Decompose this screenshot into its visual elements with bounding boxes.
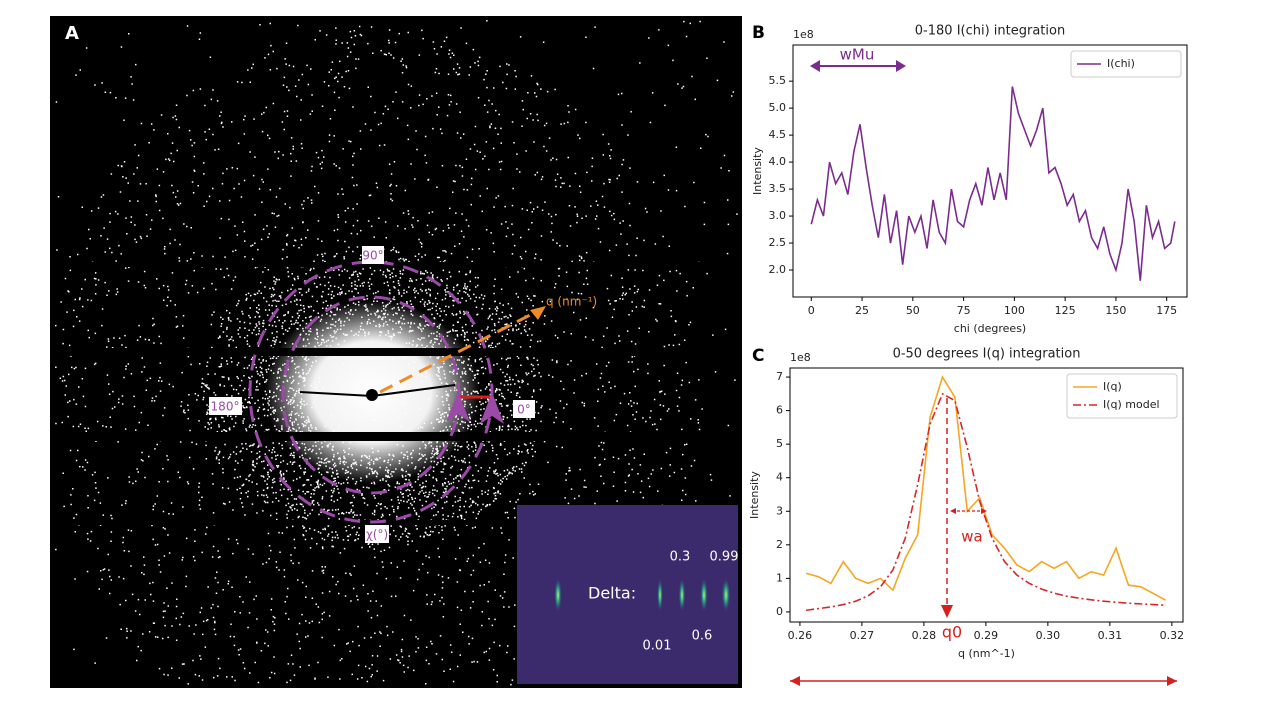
y-tick-label: 6 — [776, 404, 783, 417]
inset-value: 0.3 — [670, 550, 691, 565]
y-tick-label: 2.0 — [769, 263, 787, 276]
diffraction-panel: A 90° 180° 0° χ(°) q (nm⁻¹) Delta: 0.01 0… — [50, 16, 742, 688]
y-axis-label: Intensity — [748, 471, 761, 519]
y-tick-label: 4.0 — [769, 155, 787, 168]
detector-gap — [50, 520, 742, 525]
annotation: q0 — [942, 623, 962, 642]
x-tick-label: 0 — [808, 304, 815, 317]
inset-spot — [554, 577, 562, 613]
ring-markers — [446, 392, 504, 424]
x-tick-label: 0.27 — [850, 629, 875, 642]
chi-label: χ(°) — [366, 528, 388, 542]
legend-label: I(chi) — [1107, 57, 1135, 70]
inset-spot — [700, 577, 708, 613]
angle-label: 180° — [211, 400, 240, 414]
x-tick-label: 25 — [855, 304, 869, 317]
y-tick-label: 4 — [776, 471, 783, 484]
beam-center — [366, 389, 378, 401]
plot-frame — [789, 367, 1184, 623]
x-tick-label: 0.31 — [1098, 629, 1123, 642]
x-tick-label: 0.28 — [912, 629, 937, 642]
x-tick-label: 100 — [1004, 304, 1025, 317]
angle-label: 90° — [362, 249, 383, 263]
inset-spot — [721, 577, 731, 613]
panel-label: A — [65, 23, 79, 44]
detector-gap — [50, 348, 742, 356]
label-box — [513, 400, 535, 418]
detector-gap — [50, 432, 742, 441]
annotation: wa — [961, 528, 982, 546]
offset-text: 1e8 — [793, 28, 814, 41]
x-tick-label: 50 — [906, 304, 920, 317]
angle-label: 0° — [517, 403, 531, 417]
inset-value: 0.01 — [643, 639, 672, 654]
y-tick-label: 5 — [776, 437, 783, 450]
chart-title: 0-180 I(chi) integration — [915, 24, 1065, 39]
y-tick-label: 2 — [776, 538, 783, 551]
y-tick-label: 3.0 — [769, 209, 787, 222]
y-tick-label: 3 — [776, 504, 783, 517]
annotation-arrowhead — [810, 60, 906, 72]
inset-label: Delta: — [588, 584, 636, 603]
y-tick-label: 4.5 — [769, 128, 787, 141]
q-arrowhead — [530, 306, 546, 320]
detector-gap — [50, 262, 742, 267]
y-tick-label: 5.5 — [769, 74, 787, 87]
x-tick-label: 0.26 — [788, 629, 813, 642]
annotation-arrowhead — [941, 605, 953, 618]
legend-box — [1070, 50, 1182, 78]
legend-box — [1066, 373, 1178, 419]
y-tick-label: 0 — [776, 605, 783, 618]
chart-title: 0-50 degrees I(q) integration — [893, 347, 1081, 362]
panel-label: B — [752, 23, 765, 43]
series-line — [810, 86, 1176, 281]
x-tick-label: 125 — [1055, 304, 1076, 317]
legend-label: I(q) — [1103, 380, 1122, 393]
q-label: q (nm⁻¹) — [546, 295, 597, 309]
y-axis-label: Intensity — [751, 147, 764, 195]
series-line — [805, 375, 1167, 601]
x-tick-label: 75 — [957, 304, 971, 317]
x-axis-label: chi (degrees) — [954, 322, 1026, 335]
y-tick-label: 2.5 — [769, 236, 787, 249]
x-tick-label: 0.32 — [1160, 629, 1185, 642]
x-tick-label: 0.30 — [1036, 629, 1061, 642]
panel-label: C — [752, 346, 764, 366]
x-tick-label: 150 — [1105, 304, 1126, 317]
annotation: wMu — [840, 46, 875, 64]
y-tick-label: 5.0 — [769, 101, 787, 114]
x-axis-label: q (nm^-1) — [958, 647, 1015, 660]
y-tick-label: 1 — [776, 571, 783, 584]
y-tick-label: 3.5 — [769, 182, 787, 195]
x-tick-label: 175 — [1156, 304, 1177, 317]
y-tick-label: 7 — [776, 370, 783, 383]
offset-text: 1e8 — [790, 351, 811, 364]
label-box — [362, 246, 384, 264]
x-tick-label: 0.29 — [974, 629, 999, 642]
inset-spot — [678, 577, 686, 613]
label-box — [365, 525, 389, 543]
series-line — [806, 392, 1166, 612]
inset-spot — [657, 577, 663, 613]
legend-label: I(q) model — [1103, 398, 1160, 411]
label-box — [209, 397, 242, 415]
inset-value: 0.6 — [692, 629, 713, 644]
inset-value: 0.99 — [710, 550, 739, 565]
plot-frame — [792, 44, 1188, 298]
q-arrow — [379, 310, 537, 394]
